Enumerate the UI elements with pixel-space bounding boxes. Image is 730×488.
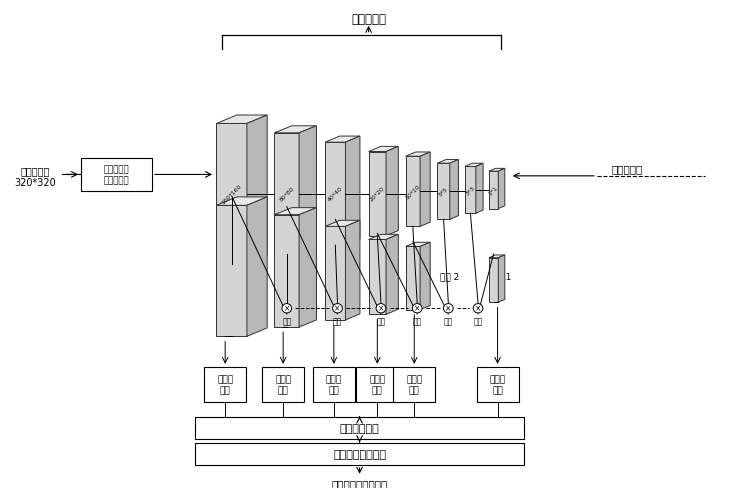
Polygon shape bbox=[299, 126, 317, 255]
Text: 分类及
定位: 分类及 定位 bbox=[275, 375, 291, 394]
Text: 输出分类及定位结果: 输出分类及定位结果 bbox=[331, 478, 388, 488]
Text: 特征 2: 特征 2 bbox=[440, 271, 459, 281]
Polygon shape bbox=[274, 215, 299, 327]
Text: 融合: 融合 bbox=[333, 317, 342, 326]
Polygon shape bbox=[489, 258, 499, 303]
Polygon shape bbox=[345, 221, 360, 320]
Text: 20*20: 20*20 bbox=[369, 186, 385, 203]
Text: 融合: 融合 bbox=[282, 317, 291, 326]
Polygon shape bbox=[217, 124, 247, 264]
Text: 融合: 融合 bbox=[376, 317, 385, 326]
Text: 320*320: 320*320 bbox=[15, 178, 56, 187]
Text: 倒残差结构: 倒残差结构 bbox=[351, 13, 386, 25]
Polygon shape bbox=[325, 143, 345, 245]
Polygon shape bbox=[274, 134, 299, 255]
Text: 分类及
定位: 分类及 定位 bbox=[490, 375, 506, 394]
Text: 1*1: 1*1 bbox=[488, 185, 499, 196]
Polygon shape bbox=[217, 116, 267, 124]
Ellipse shape bbox=[412, 304, 422, 313]
Ellipse shape bbox=[333, 304, 342, 313]
FancyBboxPatch shape bbox=[195, 417, 524, 439]
Ellipse shape bbox=[376, 304, 385, 313]
Polygon shape bbox=[406, 247, 420, 310]
FancyBboxPatch shape bbox=[477, 367, 518, 402]
Polygon shape bbox=[299, 208, 317, 327]
Polygon shape bbox=[247, 198, 267, 337]
Polygon shape bbox=[476, 164, 483, 214]
FancyBboxPatch shape bbox=[204, 367, 246, 402]
Polygon shape bbox=[274, 126, 317, 134]
Text: 40*40: 40*40 bbox=[327, 186, 344, 203]
Text: 分类及
定位: 分类及 定位 bbox=[369, 375, 385, 394]
Polygon shape bbox=[420, 153, 430, 227]
Polygon shape bbox=[465, 164, 483, 167]
Text: 分类及
定位: 分类及 定位 bbox=[217, 375, 234, 394]
Polygon shape bbox=[274, 208, 317, 215]
Polygon shape bbox=[247, 116, 267, 264]
Text: 融合: 融合 bbox=[412, 317, 422, 326]
FancyBboxPatch shape bbox=[81, 158, 152, 192]
Text: 特征 3: 特征 3 bbox=[408, 271, 428, 281]
Text: 5*5: 5*5 bbox=[438, 186, 449, 198]
Polygon shape bbox=[345, 137, 360, 245]
Ellipse shape bbox=[473, 304, 483, 313]
Text: 特征 5: 特征 5 bbox=[328, 271, 347, 281]
FancyBboxPatch shape bbox=[356, 367, 399, 402]
Text: 融合: 融合 bbox=[473, 317, 483, 326]
Polygon shape bbox=[369, 147, 399, 152]
Text: ×: × bbox=[283, 304, 290, 313]
Polygon shape bbox=[489, 255, 505, 258]
Text: ×: × bbox=[445, 304, 451, 313]
FancyBboxPatch shape bbox=[313, 367, 355, 402]
Text: 160*160: 160*160 bbox=[220, 183, 243, 205]
Text: ×: × bbox=[334, 304, 341, 313]
Polygon shape bbox=[499, 255, 505, 303]
Polygon shape bbox=[325, 137, 360, 143]
Text: ×: × bbox=[474, 304, 481, 313]
Polygon shape bbox=[406, 157, 420, 227]
Ellipse shape bbox=[443, 304, 453, 313]
Text: 融合: 融合 bbox=[444, 317, 453, 326]
FancyBboxPatch shape bbox=[195, 443, 524, 465]
Polygon shape bbox=[325, 221, 360, 227]
Polygon shape bbox=[489, 169, 505, 172]
Text: 3*3: 3*3 bbox=[465, 185, 476, 196]
Polygon shape bbox=[465, 167, 476, 214]
Polygon shape bbox=[450, 160, 458, 220]
Polygon shape bbox=[406, 153, 430, 157]
Polygon shape bbox=[489, 172, 499, 209]
FancyBboxPatch shape bbox=[262, 367, 304, 402]
Polygon shape bbox=[369, 235, 399, 240]
Text: 特征 6: 特征 6 bbox=[277, 271, 296, 281]
Polygon shape bbox=[406, 243, 430, 247]
Text: ×: × bbox=[377, 304, 384, 313]
Ellipse shape bbox=[282, 304, 291, 313]
Polygon shape bbox=[369, 240, 386, 315]
Polygon shape bbox=[369, 152, 386, 236]
Text: 部分遮挡处理模块: 部分遮挡处理模块 bbox=[333, 449, 386, 459]
Text: 80*80: 80*80 bbox=[278, 186, 295, 203]
FancyBboxPatch shape bbox=[393, 367, 435, 402]
Polygon shape bbox=[325, 227, 345, 320]
Polygon shape bbox=[217, 206, 247, 337]
Text: 特征 4: 特征 4 bbox=[372, 271, 391, 281]
Polygon shape bbox=[499, 169, 505, 209]
Text: 非极大值抑制: 非极大值抑制 bbox=[339, 423, 380, 433]
Text: 10*10: 10*10 bbox=[404, 183, 421, 200]
Polygon shape bbox=[437, 160, 458, 164]
Polygon shape bbox=[386, 147, 399, 236]
Text: 分类及
定位: 分类及 定位 bbox=[406, 375, 423, 394]
Polygon shape bbox=[386, 235, 399, 315]
Text: 分类及
定位: 分类及 定位 bbox=[326, 375, 342, 394]
Text: 输入原图像: 输入原图像 bbox=[20, 166, 50, 176]
Polygon shape bbox=[437, 164, 450, 220]
Text: 双线性插值: 双线性插值 bbox=[611, 163, 642, 174]
Text: 卷积1: 卷积1 bbox=[224, 276, 242, 285]
Polygon shape bbox=[420, 243, 430, 310]
Text: ×: × bbox=[414, 304, 420, 313]
Text: 特征 1: 特征 1 bbox=[491, 271, 511, 281]
Text: 协同调制生
成对抗网络: 协同调制生 成对抗网络 bbox=[104, 165, 129, 185]
Polygon shape bbox=[217, 198, 267, 206]
